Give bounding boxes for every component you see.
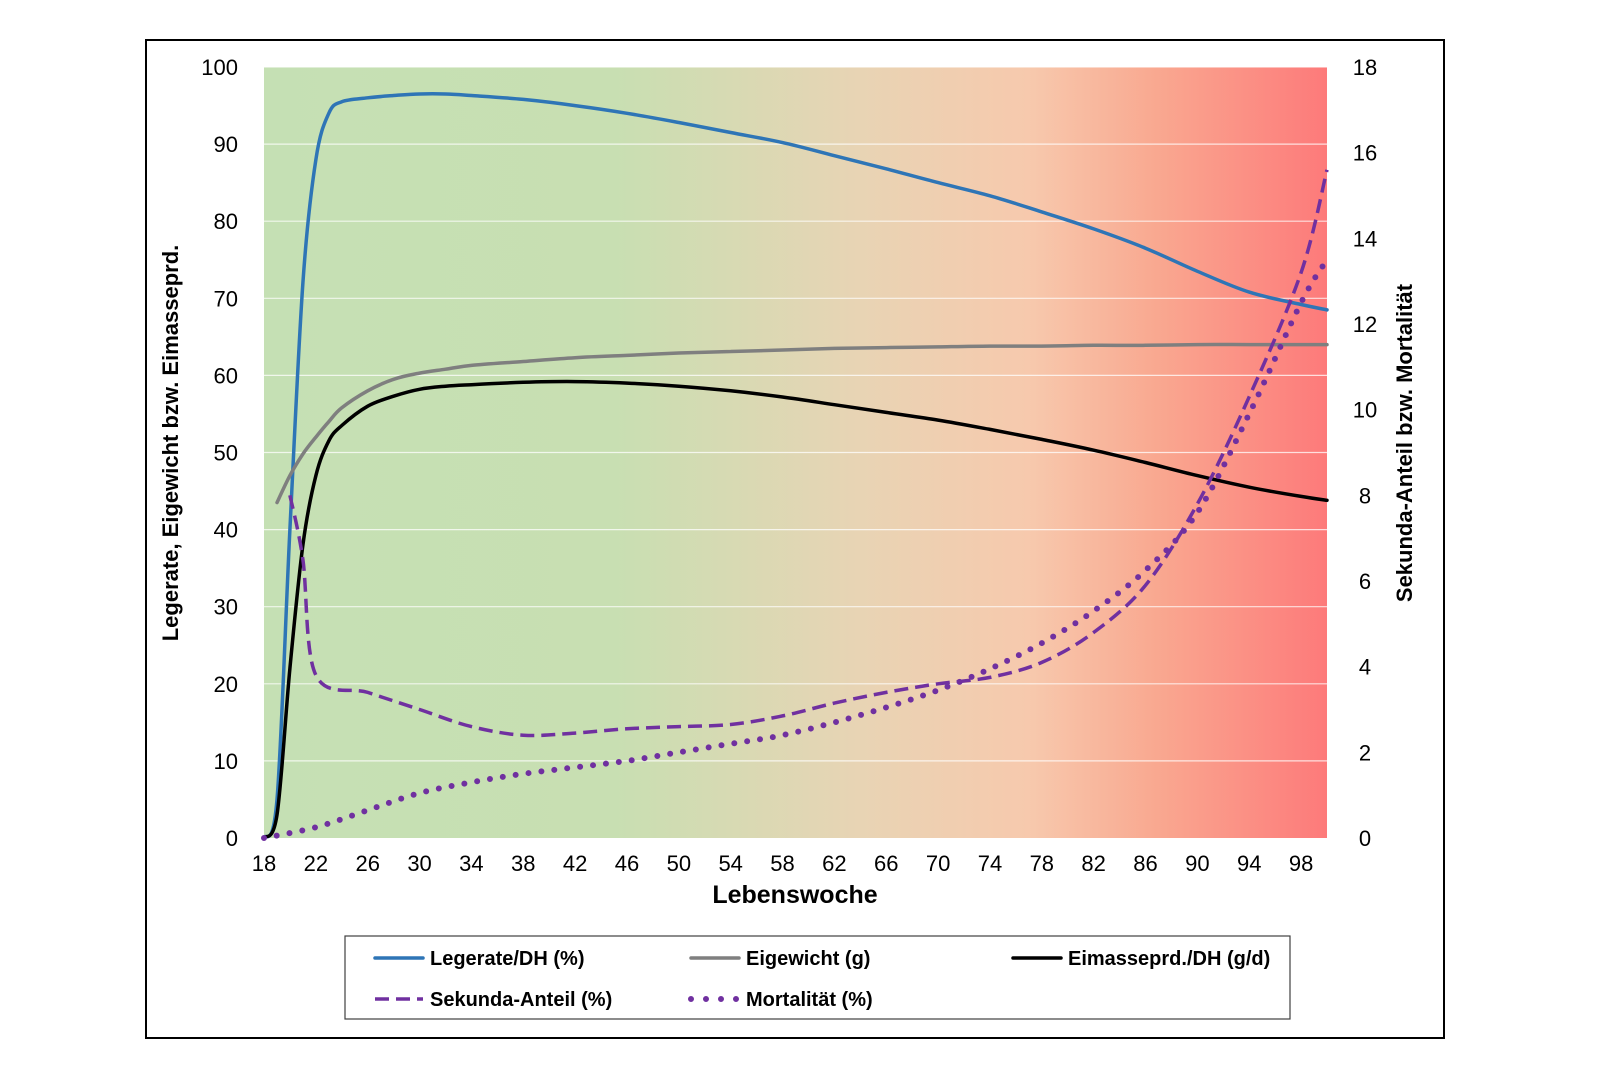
- legend-box: [344, 935, 1291, 1020]
- series-layer: [261, 92, 1330, 841]
- y-left-tick-label: 50: [214, 441, 238, 466]
- x-axis-title: Lebenswoche: [712, 881, 877, 909]
- y-right-tick-label: 16: [1353, 141, 1377, 166]
- y-left-tick-label: 60: [214, 363, 238, 388]
- y-left-tick-label: 20: [214, 672, 238, 697]
- y-left-tick-label: 100: [201, 55, 238, 80]
- y-left-tick-label: 30: [214, 595, 238, 620]
- x-tick-label: 82: [1081, 851, 1105, 876]
- y-right-tick-label: 2: [1359, 740, 1371, 765]
- x-tick-label: 46: [615, 851, 639, 876]
- x-tick-label: 86: [1133, 851, 1157, 876]
- y-left-tick-label: 40: [214, 518, 238, 543]
- x-tick-label: 18: [252, 851, 276, 876]
- series-legerate: [262, 92, 1329, 840]
- x-tick-label: 62: [822, 851, 846, 876]
- x-tick-label: 74: [978, 851, 1002, 876]
- y-right-tick-label: 10: [1353, 398, 1377, 423]
- y-left-tick-label: 70: [214, 286, 238, 311]
- series-sekunda: [288, 169, 1329, 738]
- x-tick-label: 70: [926, 851, 950, 876]
- legend: Legerate/DH (%) Eigewicht (g) Eimasseprd…: [344, 935, 1291, 1020]
- y-left-tick-label: 0: [226, 826, 238, 851]
- y-right-tick-label: 12: [1353, 312, 1377, 337]
- legend-label-sekunda: Sekunda-Anteil (%): [430, 989, 612, 1011]
- y-right-tick-label: 18: [1353, 55, 1377, 80]
- x-tick-label: 58: [770, 851, 794, 876]
- series-mortalitaet: [261, 256, 1330, 841]
- x-tick-label: 54: [718, 851, 742, 876]
- series-eigewicht: [275, 342, 1329, 505]
- legend-label-mortalitaet: Mortalität (%): [746, 989, 873, 1011]
- x-tick-label: 34: [459, 851, 483, 876]
- y-left-tick-label: 90: [214, 132, 238, 157]
- series-eimasse: [262, 379, 1329, 840]
- y-axis-left-title: Legerate, Eigewicht bzw. Eimasseprd.: [158, 245, 183, 642]
- y-right-tick-label: 14: [1353, 226, 1377, 251]
- x-tick-label: 50: [667, 851, 691, 876]
- x-tick-label: 22: [304, 851, 328, 876]
- y-axis-left-ticks: 0 10 20 30 40 50 60 70 80 90 100: [201, 55, 238, 851]
- legend-label-legerate: Legerate/DH (%): [430, 948, 584, 970]
- x-tick-label: 94: [1237, 851, 1261, 876]
- x-axis-ticks: 18 22 26 30 34 38 42 46 50 54 58 62 66 70 74 78 82 86 90 94…: [252, 851, 1314, 876]
- y-right-tick-label: 8: [1359, 483, 1371, 508]
- x-tick-label: 66: [874, 851, 898, 876]
- x-tick-label: 30: [407, 851, 431, 876]
- y-left-tick-label: 80: [214, 209, 238, 234]
- y-right-tick-label: 0: [1359, 826, 1371, 851]
- x-tick-label: 42: [563, 851, 587, 876]
- x-tick-label: 38: [511, 851, 535, 876]
- legend-label-eimasse: Eimasseprd./DH (g/d): [1068, 948, 1270, 970]
- y-left-tick-label: 10: [214, 749, 238, 774]
- legend-label-eigewicht: Eigewicht (g): [746, 948, 870, 970]
- x-tick-label: 90: [1185, 851, 1209, 876]
- x-tick-label: 98: [1289, 851, 1313, 876]
- y-right-tick-label: 4: [1359, 655, 1371, 680]
- y-axis-right-ticks: 0 2 4 6 8 10 12 14 16 18: [1353, 55, 1377, 851]
- y-axis-right-title: Sekunda-Anteil bzw. Mortalität: [1392, 283, 1417, 602]
- chart-frame: [145, 39, 1445, 1039]
- y-right-tick-label: 6: [1359, 569, 1371, 594]
- x-tick-label: 26: [355, 851, 379, 876]
- x-tick-label: 78: [1030, 851, 1054, 876]
